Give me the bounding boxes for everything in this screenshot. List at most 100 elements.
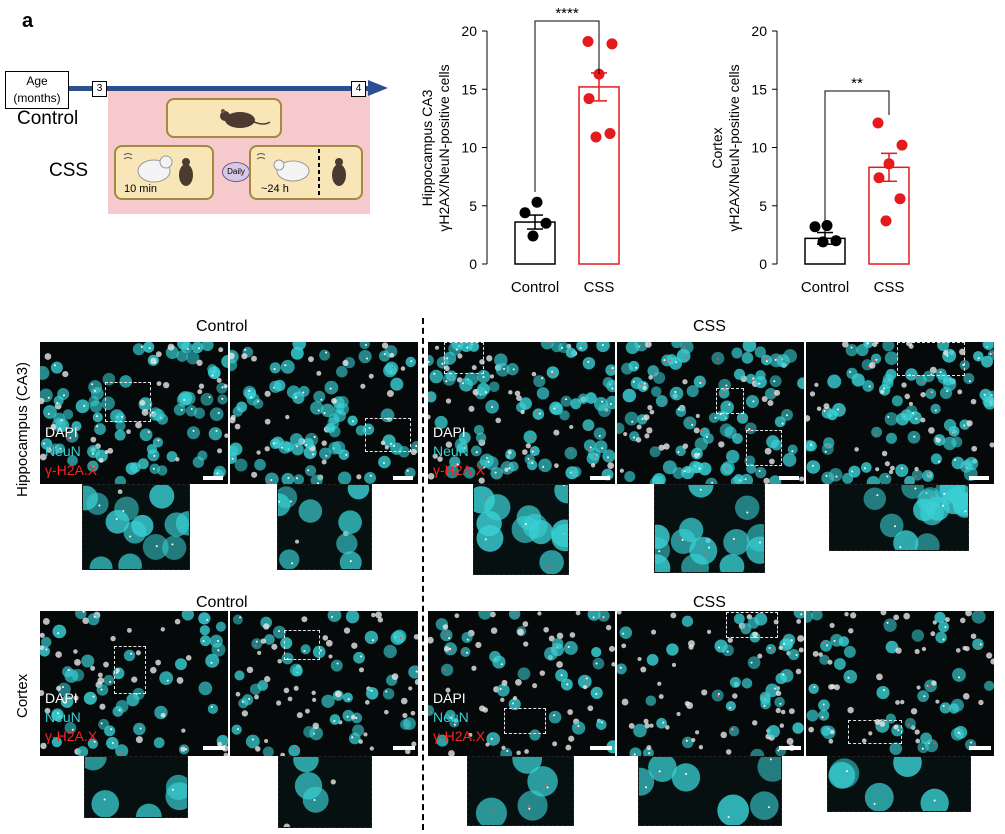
- glial-nucleus: [445, 441, 453, 448]
- glial-nucleus: [405, 748, 411, 755]
- glial-nucleus: [135, 736, 143, 744]
- glial-nucleus: [619, 468, 624, 473]
- legend-neun: NeuN: [45, 709, 81, 725]
- cell-nucleus: [576, 342, 588, 352]
- dapi-focus: [611, 387, 614, 390]
- cell-nucleus: [62, 409, 74, 420]
- glial-nucleus: [285, 414, 290, 420]
- cell-nucleus: [533, 375, 546, 388]
- cell-nucleus: [278, 493, 291, 517]
- glial-nucleus: [809, 391, 816, 397]
- dapi-focus: [369, 474, 372, 477]
- y-tick-label: 20: [751, 23, 767, 39]
- dapi-focus: [351, 736, 354, 739]
- h2ax-focus: [873, 359, 876, 362]
- zoom-region-box: [114, 646, 146, 694]
- cell-nucleus: [91, 790, 120, 817]
- h2ax-focus: [67, 436, 70, 439]
- cell-nucleus: [177, 342, 190, 350]
- glial-nucleus: [444, 365, 450, 372]
- glial-nucleus: [827, 659, 833, 665]
- glial-nucleus: [869, 362, 876, 369]
- control-header-bottom: Control: [196, 594, 248, 611]
- scale-bar: [203, 476, 223, 480]
- dapi-focus: [773, 687, 776, 690]
- glial-nucleus: [384, 709, 389, 715]
- dapi-focus: [96, 425, 99, 428]
- cell-nucleus: [728, 725, 740, 737]
- dapi-focus: [217, 411, 220, 414]
- glial-nucleus: [325, 639, 333, 647]
- glial-nucleus: [322, 635, 329, 641]
- dapi-focus: [109, 680, 112, 683]
- zoom-region-box: [726, 612, 778, 638]
- dapi-focus: [759, 541, 762, 544]
- legend-dapi: DAPI: [433, 690, 466, 706]
- cell-nucleus: [230, 442, 243, 456]
- dapi-focus: [155, 545, 158, 548]
- dapi-focus: [923, 695, 926, 698]
- data-point: [896, 139, 908, 151]
- glial-nucleus: [842, 342, 849, 348]
- h2ax-focus: [585, 680, 588, 683]
- h2ax-focus: [582, 343, 585, 346]
- h2ax-focus: [771, 395, 774, 398]
- dapi-focus: [415, 670, 418, 673]
- cell-nucleus: [721, 460, 735, 475]
- glial-nucleus: [400, 366, 406, 371]
- cell-nucleus: [230, 358, 238, 372]
- cell-nucleus: [51, 709, 64, 722]
- cell-nucleus: [280, 637, 293, 650]
- cell-nucleus: [232, 614, 243, 625]
- glial-nucleus: [868, 731, 873, 736]
- dapi-focus: [589, 446, 592, 449]
- dapi-focus: [542, 465, 545, 468]
- dapi-focus: [192, 429, 195, 432]
- cell-nucleus: [592, 657, 605, 670]
- dapi-focus: [506, 749, 509, 752]
- cell-nucleus: [793, 611, 804, 619]
- micrograph-texture: [283, 757, 336, 827]
- cell-nucleus: [76, 746, 89, 756]
- cell-nucleus: [675, 445, 686, 457]
- dapi-focus: [958, 676, 961, 679]
- glial-nucleus: [40, 690, 45, 696]
- dapi-focus: [433, 372, 436, 375]
- zoom-inset: [467, 756, 574, 826]
- cell-nucleus: [132, 343, 145, 356]
- dapi-focus: [913, 435, 916, 438]
- h2ax-focus: [751, 380, 754, 383]
- glial-nucleus: [55, 651, 62, 658]
- dapi-focus: [957, 731, 960, 734]
- dapi-focus: [823, 410, 826, 413]
- cell-nucleus: [142, 534, 169, 560]
- glial-nucleus: [670, 612, 677, 619]
- dapi-focus: [964, 510, 967, 513]
- cell-nucleus: [649, 476, 663, 484]
- h2ax-focus: [632, 754, 635, 756]
- cell-nucleus: [787, 444, 798, 455]
- glial-nucleus: [230, 352, 235, 360]
- dapi-focus: [619, 666, 622, 669]
- dapi-focus: [758, 382, 761, 385]
- glial-nucleus: [335, 690, 342, 698]
- glial-nucleus: [448, 750, 455, 756]
- zoom-region-box: [716, 388, 744, 414]
- dapi-focus: [765, 360, 768, 363]
- cell-nucleus: [355, 425, 367, 436]
- hippocampus-bar-chart: 0 5 10 15 20 Hippocampus CA3γH2AX/NeuN-positi…: [419, 5, 620, 296]
- glial-nucleus: [960, 617, 966, 624]
- glial-nucleus: [767, 400, 774, 407]
- cell-nucleus: [843, 669, 858, 684]
- cell-nucleus: [725, 701, 736, 712]
- dapi-focus: [633, 436, 636, 439]
- h2ax-focus: [654, 772, 657, 775]
- dapi-focus: [231, 457, 234, 460]
- cell-nucleus: [972, 638, 984, 651]
- glial-nucleus: [895, 647, 902, 654]
- scale-bar: [393, 746, 415, 750]
- cell-nucleus: [920, 732, 933, 745]
- cell-nucleus: [741, 352, 754, 364]
- glial-nucleus: [556, 661, 563, 668]
- cell-nucleus: [625, 342, 640, 355]
